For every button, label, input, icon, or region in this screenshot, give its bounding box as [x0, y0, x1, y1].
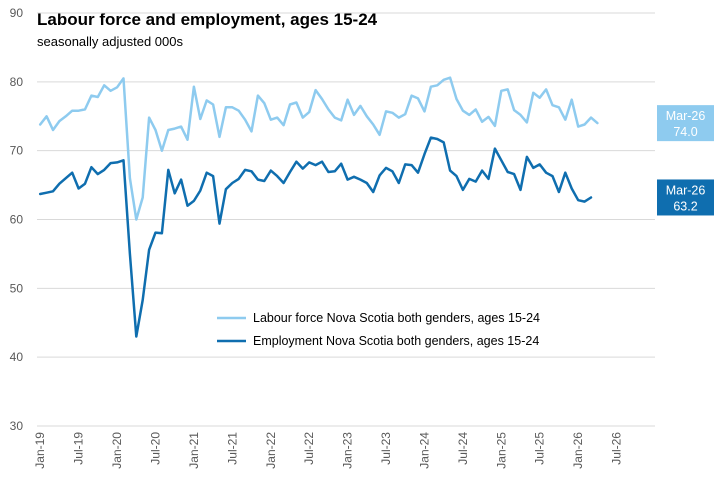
end-label-date: Mar-26 — [666, 109, 706, 123]
end-label: Mar-26 74.0 — [657, 105, 714, 142]
x-tick-label: Jan-24 — [417, 432, 431, 469]
y-tick-label: 70 — [10, 144, 24, 158]
x-tick-label: Jul-20 — [148, 432, 162, 465]
legend: Labour force Nova Scotia both genders, a… — [217, 311, 540, 348]
y-tick-label: 50 — [10, 281, 24, 295]
y-tick-label: 60 — [10, 213, 24, 227]
end-label-box — [657, 105, 714, 142]
y-axis: 30 40 50 60 70 80 90 — [10, 6, 24, 433]
end-label-value: 63.2 — [673, 199, 697, 213]
x-axis-tick-labels: Jan-19 Jul-19 Jan-20 Jul-20 Jan-21 Jul-21 Jan-… — [33, 432, 623, 469]
x-tick-label: Jan-22 — [264, 432, 278, 469]
legend-label: Employment Nova Scotia both genders, age… — [253, 334, 539, 348]
chart-title: Labour force and employment, ages 15-24 — [37, 10, 378, 29]
series-lines — [38, 76, 599, 338]
x-tick-label: Jan-20 — [110, 432, 124, 469]
x-tick-label: Jan-26 — [571, 432, 585, 469]
x-tick-label: Jul-24 — [456, 432, 470, 465]
x-tick-label: Jul-22 — [302, 432, 316, 465]
x-tick-label: Jul-26 — [610, 432, 624, 465]
chart-subtitle: seasonally adjusted 000s — [37, 34, 183, 49]
labour-force-line — [38, 76, 599, 221]
legend-label: Labour force Nova Scotia both genders, a… — [253, 311, 540, 325]
end-label-date: Mar-26 — [666, 183, 706, 197]
x-tick-label: Jan-25 — [494, 432, 508, 469]
end-label-box — [657, 179, 714, 216]
x-tick-label: Jul-19 — [72, 432, 86, 465]
x-tick-label: Jul-23 — [379, 432, 393, 465]
x-tick-label: Jan-21 — [187, 432, 201, 469]
x-tick-label: Jul-25 — [533, 432, 547, 465]
end-labels: Mar-26 74.0 Mar-26 63.2 — [657, 105, 714, 216]
x-tick-label: Jul-21 — [225, 432, 239, 465]
employment-line — [38, 136, 593, 338]
x-tick-label: Jan-23 — [341, 432, 355, 469]
y-tick-label: 40 — [10, 350, 24, 364]
end-label: Mar-26 63.2 — [657, 179, 714, 216]
y-tick-label: 90 — [10, 6, 24, 20]
y-tick-label: 30 — [10, 419, 24, 433]
y-tick-label: 80 — [10, 75, 24, 89]
gridlines — [37, 12, 655, 358]
x-tick-label: Jan-19 — [33, 432, 47, 469]
end-label-value: 74.0 — [673, 125, 697, 139]
